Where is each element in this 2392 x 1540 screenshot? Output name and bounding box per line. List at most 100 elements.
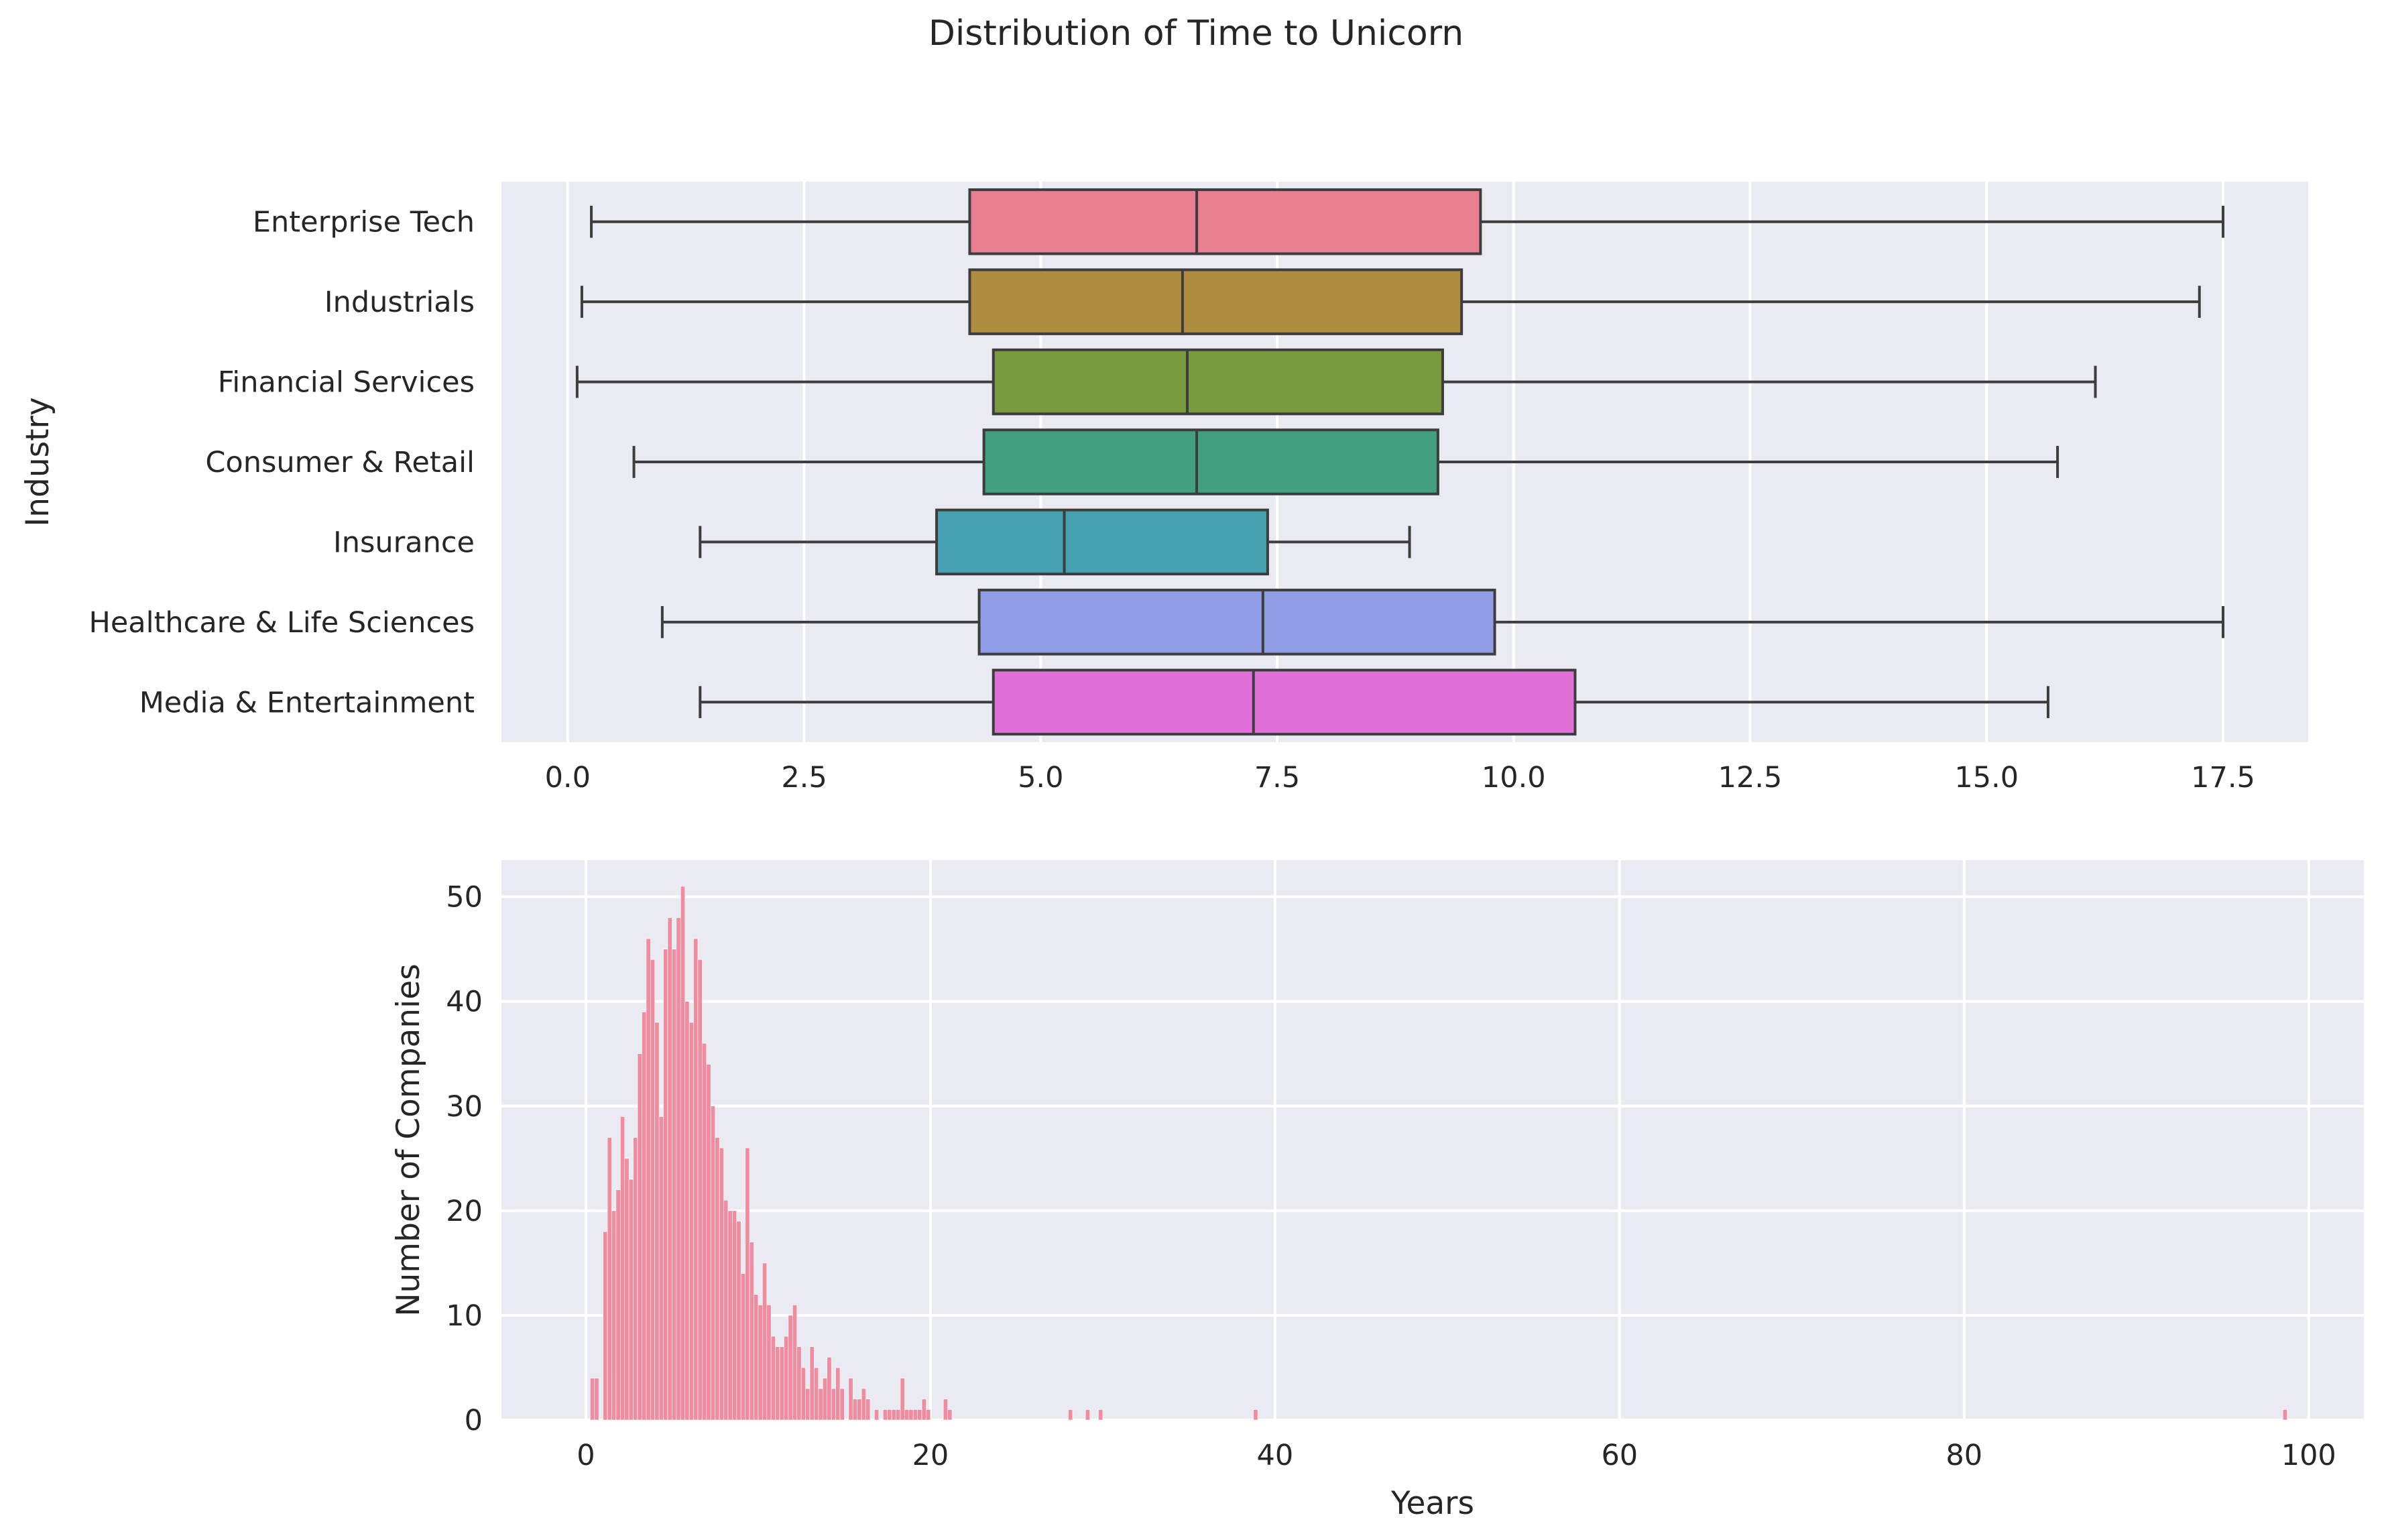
histogram-bar: [672, 949, 677, 1421]
histogram-y-tick-label: 30: [446, 1090, 483, 1124]
histogram-x-axis-label: Years: [1390, 1485, 1474, 1522]
histogram-y-axis-label: Number of Companies: [390, 963, 427, 1316]
histogram-bar: [796, 1346, 802, 1421]
histogram-bar: [822, 1378, 828, 1421]
histogram-bar: [740, 1273, 745, 1421]
histogram-bar: [1098, 1409, 1103, 1421]
histogram-bar: [917, 1409, 922, 1421]
histogram-bar: [827, 1357, 832, 1421]
histogram-bar: [590, 1378, 595, 1421]
histogram-bar: [680, 886, 685, 1421]
boxplot-box: [977, 589, 1496, 656]
histogram-bar: [848, 1378, 853, 1421]
boxplot-x-tick-label: 17.5: [2191, 761, 2255, 794]
histogram-bar: [1068, 1409, 1073, 1421]
histogram-bar: [702, 1043, 707, 1421]
histogram-x-tick-label: 80: [1946, 1439, 1982, 1472]
histogram-y-tick-label: 50: [446, 881, 483, 914]
boxplot-x-tick-label: 15.0: [1954, 761, 2019, 794]
histogram-bar: [805, 1388, 811, 1421]
histogram-bar: [749, 1242, 754, 1421]
histogram-y-tick-label: 0: [465, 1404, 483, 1437]
histogram-bar: [642, 1012, 647, 1421]
histogram-bar: [684, 1001, 690, 1421]
histogram-bar: [697, 959, 703, 1421]
histogram-bar: [615, 1189, 621, 1421]
histogram-bar: [857, 1399, 862, 1421]
histogram-bar: [654, 1022, 660, 1421]
histogram-bar: [766, 1305, 772, 1421]
boxplot-category-label: Insurance: [333, 526, 475, 559]
histogram-bar: [650, 959, 656, 1421]
histogram-bar: [710, 1106, 715, 1421]
boxplot-y-axis-label: Industry: [19, 397, 56, 526]
histogram-x-tick-label: 100: [2281, 1439, 2336, 1472]
histogram-bar: [667, 917, 672, 1421]
figure-title: Distribution of Time to Unicorn: [928, 13, 1464, 54]
histogram-x-tick-label: 0: [577, 1439, 595, 1472]
histogram-bar: [715, 1137, 720, 1421]
histogram-bar: [943, 1399, 948, 1421]
histogram-bar: [770, 1336, 776, 1421]
histogram-bar: [835, 1367, 841, 1421]
histogram-bar: [758, 1305, 763, 1421]
histogram-bar: [912, 1409, 918, 1421]
histogram-bar: [921, 1399, 926, 1421]
histogram-bar: [861, 1388, 866, 1421]
histogram-bar: [754, 1294, 759, 1421]
histogram-x-tick-label: 60: [1601, 1439, 1638, 1472]
histogram-bar: [719, 1147, 724, 1421]
boxplot-category-label: Media & Entertainment: [139, 686, 475, 719]
histogram-bar: [693, 938, 699, 1421]
histogram-bar: [900, 1378, 905, 1421]
histogram-bar: [865, 1399, 871, 1421]
histogram-bar: [891, 1409, 896, 1421]
histogram-y-tick-label: 10: [446, 1299, 483, 1333]
histogram-bar: [887, 1409, 892, 1421]
histogram-bar: [947, 1409, 953, 1421]
histogram-x-tick-label: 20: [912, 1439, 949, 1472]
histogram-bar: [775, 1346, 780, 1421]
histogram-bar: [852, 1399, 857, 1421]
histogram-bar: [637, 1053, 642, 1421]
histogram-bar: [784, 1336, 789, 1421]
histogram-bar: [594, 1378, 599, 1421]
histogram-bar: [611, 1210, 617, 1421]
histogram-bar: [2282, 1409, 2287, 1421]
histogram-bar: [628, 1179, 634, 1421]
histogram-bar: [809, 1346, 815, 1421]
histogram-plot-area: [501, 860, 2364, 1420]
histogram-bar: [908, 1409, 914, 1421]
histogram-x-tick-label: 40: [1257, 1439, 1294, 1472]
boxplot-category-label: Industrials: [324, 286, 475, 319]
histogram-bar: [762, 1262, 768, 1421]
histogram-bar: [658, 1116, 664, 1421]
histogram-bar: [620, 1116, 625, 1421]
histogram-bar: [1085, 1409, 1090, 1421]
histogram-bar: [814, 1367, 819, 1421]
boxplot-box: [982, 428, 1439, 495]
histogram-bar: [633, 1137, 638, 1421]
histogram-bar: [607, 1137, 612, 1421]
histogram-bar: [896, 1409, 901, 1421]
histogram-bar: [727, 1210, 733, 1421]
boxplot-box: [992, 348, 1444, 416]
boxplot-category-label: Enterprise Tech: [253, 206, 475, 239]
histogram-bar: [745, 1147, 750, 1421]
histogram-y-tick-label: 40: [446, 986, 483, 1019]
histogram-bar: [788, 1315, 793, 1421]
histogram-bar: [792, 1305, 798, 1421]
histogram-y-tick-label: 20: [446, 1195, 483, 1228]
boxplot-box: [935, 508, 1269, 576]
histogram-bar: [689, 1022, 694, 1421]
boxplot-category-label: Financial Services: [218, 366, 475, 400]
histogram-bar: [663, 949, 668, 1421]
boxplot-category-label: Consumer & Retail: [205, 446, 475, 479]
histogram-bar: [624, 1158, 630, 1421]
histogram-bar: [800, 1367, 806, 1421]
boxplot-x-tick-label: 7.5: [1254, 761, 1300, 794]
histogram-bar: [831, 1388, 836, 1421]
histogram-bar: [676, 917, 681, 1421]
